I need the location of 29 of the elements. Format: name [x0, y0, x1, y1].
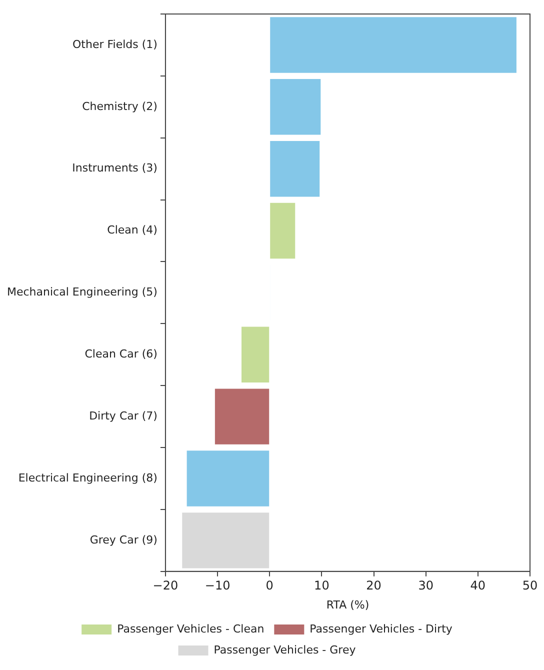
x-axis-title: RTA (%) — [326, 598, 370, 612]
x-tick-label: −10 — [204, 578, 230, 593]
x-tick-label: 50 — [522, 578, 538, 593]
bar — [214, 388, 270, 444]
x-tick-label: 10 — [314, 578, 330, 593]
y-tick-label: Clean Car (6) — [84, 347, 158, 360]
legend-label: Passenger Vehicles - Grey — [214, 643, 356, 656]
bar — [241, 326, 270, 383]
bar — [270, 79, 321, 135]
x-tick-label: −20 — [152, 578, 178, 593]
y-tick-label: Mechanical Engineering (5) — [6, 286, 158, 299]
legend-label: Passenger Vehicles - Dirty — [310, 622, 453, 636]
x-tick-label: 0 — [266, 578, 274, 593]
x-tick-label: 30 — [418, 578, 434, 593]
bar — [270, 140, 320, 197]
y-tick-label: Electrical Engineering (8) — [18, 471, 158, 484]
y-tick-label: Dirty Car (7) — [89, 409, 158, 422]
legend-label: Passenger Vehicles - Clean — [117, 622, 264, 636]
y-tick-label: Other Fields (1) — [72, 38, 158, 51]
y-tick-label: Grey Car (9) — [90, 533, 158, 546]
x-tick-label: 40 — [470, 578, 486, 593]
x-tick-label: 20 — [366, 578, 382, 593]
y-tick-label: Clean (4) — [107, 224, 158, 237]
y-tick-label: Instruments (3) — [72, 162, 158, 175]
bar — [186, 450, 270, 506]
bar — [270, 17, 516, 73]
bar — [270, 202, 296, 259]
y-tick-label: Chemistry (2) — [82, 100, 158, 113]
bar — [182, 512, 270, 568]
